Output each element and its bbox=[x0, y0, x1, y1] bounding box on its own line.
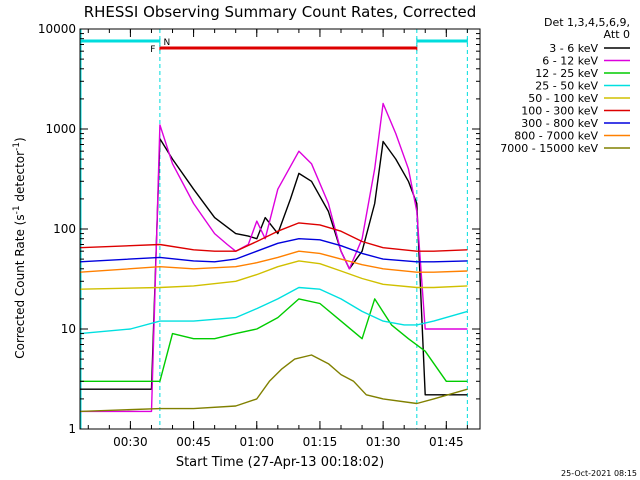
legend-entry-label: 300 - 800 keV bbox=[521, 117, 598, 130]
x-tick-label: 01:45 bbox=[429, 435, 464, 449]
legend-entry-label: 12 - 25 keV bbox=[535, 67, 598, 80]
legend-entry-label: 3 - 6 keV bbox=[549, 42, 598, 55]
legend-entry-label: 7000 - 15000 keV bbox=[500, 142, 598, 155]
series-line bbox=[79, 237, 468, 263]
footer-timestamp: 25-Oct-2021 08:15 bbox=[561, 469, 637, 478]
series-line bbox=[79, 102, 468, 413]
y-axis-label-exp-2: -1 bbox=[12, 142, 22, 151]
y-axis-label: Corrected Count Rate (s-1 detector-1) bbox=[12, 137, 27, 358]
x-axis-label: Start Time (27-Apr-13 00:18:02) bbox=[176, 455, 384, 470]
x-tick-label: 01:15 bbox=[303, 435, 338, 449]
legend-header-line-1: Det 1,3,4,5,6,9, bbox=[544, 16, 630, 29]
x-tick-label: 01:00 bbox=[239, 435, 274, 449]
legend-entry-label: 6 - 12 keV bbox=[542, 55, 598, 68]
y-tick-label: 100 bbox=[53, 222, 76, 236]
y-axis-label-prefix: Corrected Count Rate (s bbox=[13, 214, 27, 358]
legend-header-line-2: Att 0 bbox=[604, 28, 630, 41]
y-tick-label: 10000 bbox=[38, 22, 76, 36]
series-line bbox=[79, 298, 468, 382]
series-line bbox=[79, 222, 468, 252]
y-axis-label-exp-1: -1 bbox=[12, 205, 22, 214]
x-tick-label: 00:45 bbox=[176, 435, 211, 449]
series-line bbox=[79, 354, 468, 413]
chart-title: RHESSI Observing Summary Count Rates, Co… bbox=[84, 3, 477, 21]
series-line bbox=[79, 250, 468, 273]
y-tick-label: 1000 bbox=[45, 122, 76, 136]
x-axis-ticks: 00:30 00:45 01:00 01:15 01:30 01:45 bbox=[87, 29, 468, 449]
series-lines bbox=[79, 102, 468, 413]
series-line bbox=[79, 286, 468, 335]
series-line bbox=[79, 260, 468, 290]
y-tick-label: 10 bbox=[61, 322, 76, 336]
x-tick-label: 01:30 bbox=[366, 435, 401, 449]
y-axis-label-suffix: ) bbox=[13, 137, 27, 142]
y-tick-label: 1 bbox=[68, 422, 76, 436]
series-line bbox=[79, 137, 468, 396]
y-axis-ticks: 1 10 100 1000 10000 bbox=[38, 22, 480, 436]
legend-entry-label: 800 - 7000 keV bbox=[514, 130, 598, 143]
legend-entry-label: 50 - 100 keV bbox=[528, 92, 598, 105]
flag-label-F: F bbox=[150, 45, 155, 55]
y-axis-label-mid: detector bbox=[13, 151, 27, 206]
legend-entry-label: 100 - 300 keV bbox=[521, 105, 598, 118]
legend-entry-label: 25 - 50 keV bbox=[535, 80, 598, 93]
flag-label-N: N bbox=[164, 38, 171, 48]
x-tick-label: 00:30 bbox=[113, 435, 148, 449]
